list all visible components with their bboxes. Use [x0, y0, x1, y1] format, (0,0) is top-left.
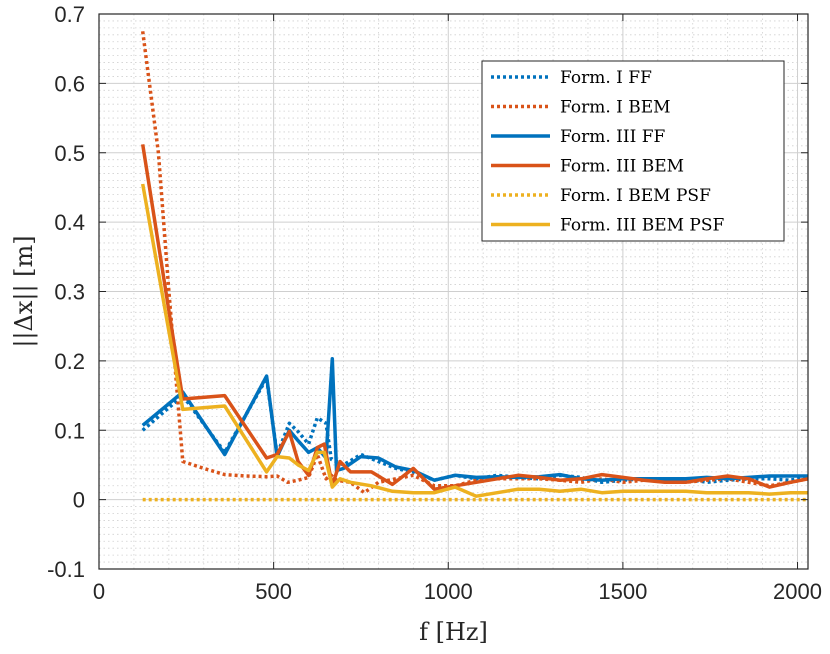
legend-box — [481, 60, 785, 242]
y-axis-label: ||Δx|| [m] — [10, 235, 39, 347]
legend-label: Form. III BEM PSF — [560, 216, 725, 236]
x-tick-label: 0 — [93, 579, 105, 604]
legend-label: Form. I BEM PSF — [560, 186, 711, 206]
legend-label: Form. III FF — [560, 127, 666, 147]
legend: Form. I FF Form. I BEM Form. III FF Form. I… — [481, 60, 785, 242]
legend-label: Form. I FF — [560, 68, 652, 88]
x-axis-label: f [Hz] — [419, 618, 488, 646]
y-tick-label: 0.4 — [54, 210, 85, 235]
y-tick-label: -0.1 — [47, 557, 85, 582]
x-tick-label: 500 — [255, 579, 292, 604]
legend-label: Form. I BEM — [560, 98, 671, 118]
series-line-3 — [141, 357, 808, 482]
y-tick-label: 0.6 — [54, 71, 85, 96]
y-tick-label: 0.3 — [54, 280, 85, 305]
y-tick-label: 0.7 — [54, 2, 85, 27]
x-tick-label: 2000 — [773, 579, 822, 604]
y-tick-label: 0.1 — [54, 418, 85, 443]
y-tick-label: 0.2 — [54, 349, 85, 374]
tick-labels: 0 500 1000 1500 2000 -0.1 0 0.1 0.2 0.3 0.4 0.5 0.6 0… — [47, 2, 822, 604]
axis-ticks — [98, 13, 808, 570]
x-tick-label: 1500 — [598, 579, 647, 604]
legend-label: Form. III BEM — [560, 157, 684, 177]
series-layer — [140, 31, 808, 502]
series-line-6 — [140, 183, 808, 498]
x-tick-label: 1000 — [424, 579, 473, 604]
y-tick-label: 0.5 — [54, 141, 85, 166]
y-tick-label: 0 — [73, 488, 85, 513]
